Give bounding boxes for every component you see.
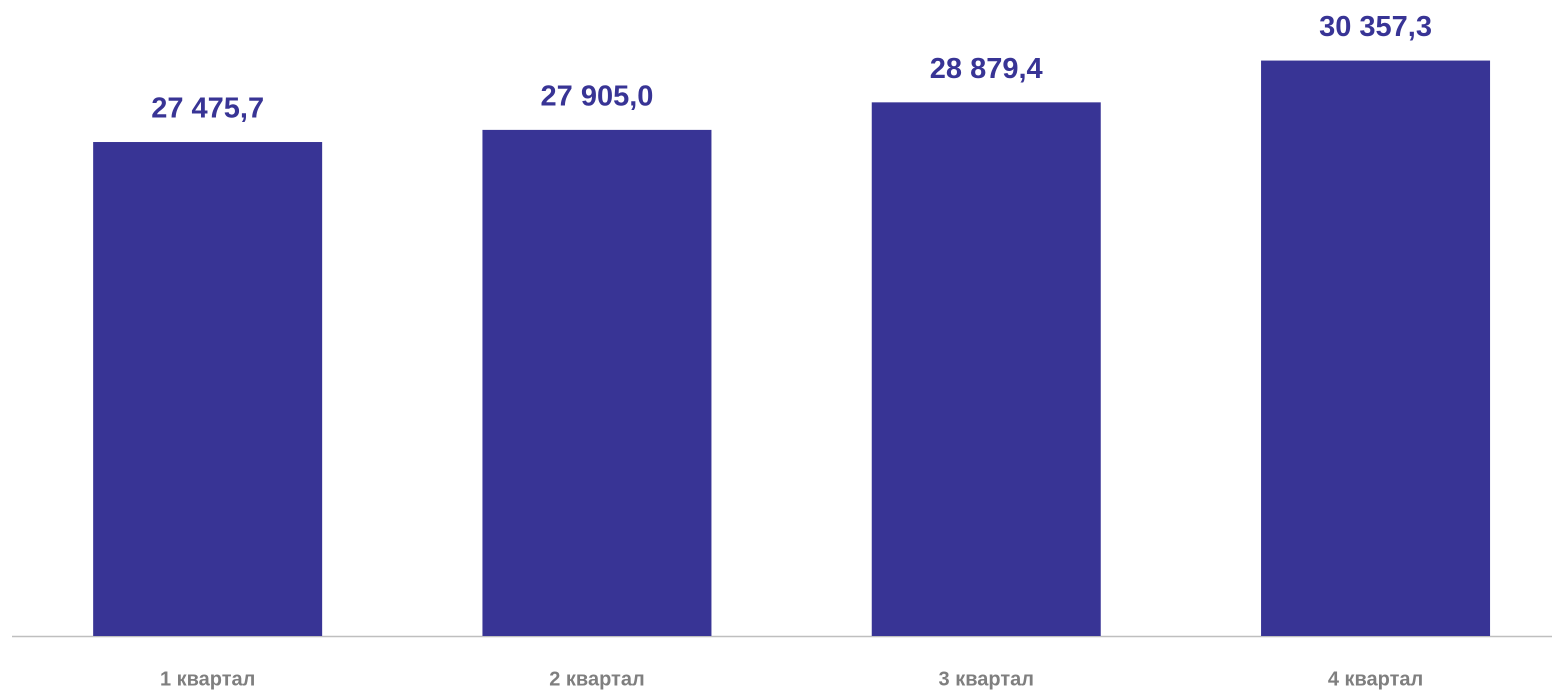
value-label: 27 475,7 [151,93,264,125]
value-label: 28 879,4 [930,53,1043,85]
x-tick-label: 1 квартал [160,668,255,690]
x-tick-label: 3 квартал [939,668,1034,690]
x-tick-label: 2 квартал [549,668,644,690]
bar [93,142,323,637]
bar [871,102,1101,637]
value-label: 27 905,0 [541,81,654,113]
value-label: 30 357,3 [1319,11,1432,43]
bar [482,129,712,637]
bar [1261,60,1491,636]
x-tick-label: 4 квартал [1328,668,1423,690]
